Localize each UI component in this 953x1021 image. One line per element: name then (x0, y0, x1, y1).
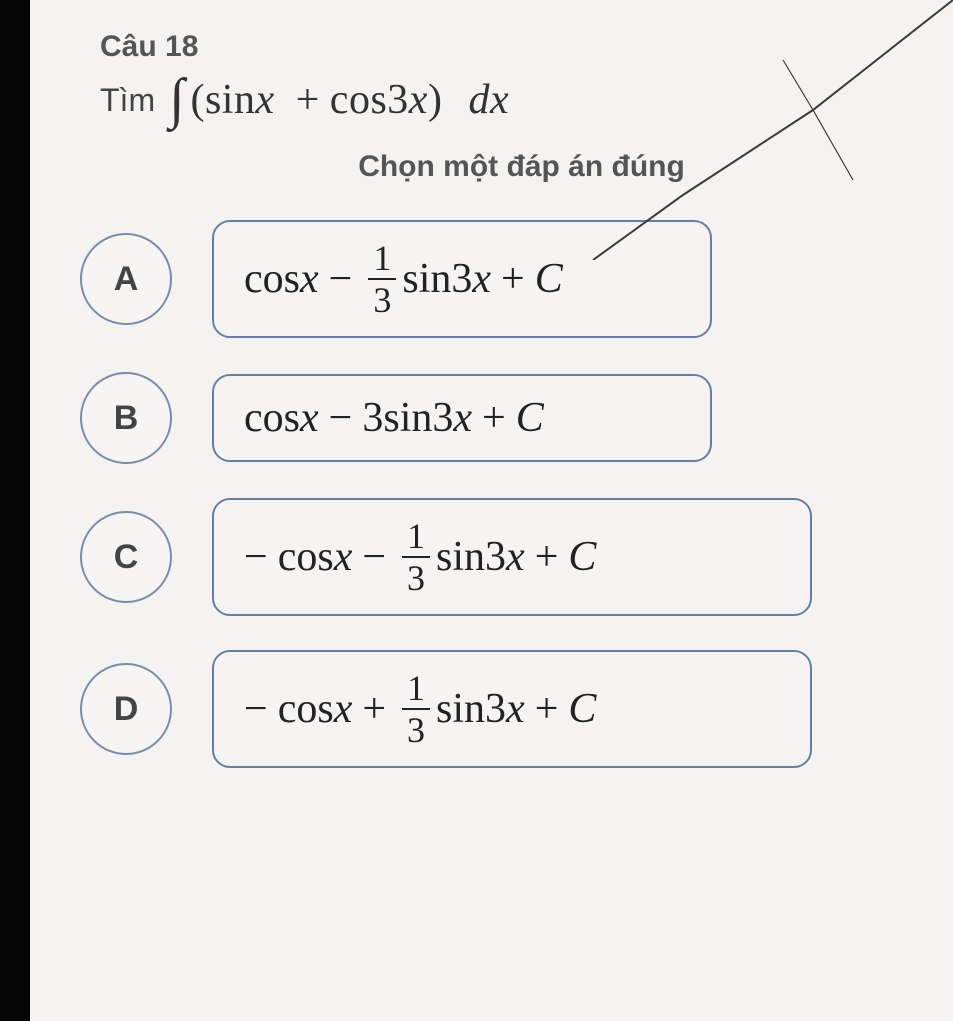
fraction-icon: 1 3 (402, 670, 430, 748)
option-box-c[interactable]: − cosx − 1 3 sin3x + C (212, 498, 812, 616)
options-group: A cosx − 1 3 sin3x + C B cosx − 3sin3 (80, 220, 913, 768)
option-b[interactable]: B cosx − 3sin3x + C (80, 372, 913, 464)
option-a-expression: cosx − 1 3 sin3x + C (244, 240, 563, 318)
option-box-d[interactable]: − cosx + 1 3 sin3x + C (212, 650, 812, 768)
option-box-a[interactable]: cosx − 1 3 sin3x + C (212, 220, 712, 338)
fraction-icon: 1 3 (368, 240, 396, 318)
fraction-icon: 1 3 (402, 518, 430, 596)
question-problem: Tìm ∫ (sinx +cos3x) dx (100, 76, 913, 124)
option-c-expression: − cosx − 1 3 sin3x + C (244, 518, 596, 596)
option-letter-b[interactable]: B (80, 372, 172, 464)
option-b-expression: cosx − 3sin3x + C (244, 394, 544, 442)
option-c[interactable]: C − cosx − 1 3 sin3x + C (80, 498, 913, 616)
dx: dx (468, 76, 509, 124)
question-number: Câu 18 (100, 30, 913, 64)
integrand: (sinx +cos3x) (190, 76, 442, 124)
device-edge (0, 0, 30, 1021)
option-box-b[interactable]: cosx − 3sin3x + C (212, 374, 712, 462)
prompt-prefix: Tìm (100, 82, 155, 119)
option-letter-a[interactable]: A (80, 233, 172, 325)
option-letter-d[interactable]: D (80, 663, 172, 755)
option-a[interactable]: A cosx − 1 3 sin3x + C (80, 220, 913, 338)
option-letter-c[interactable]: C (80, 511, 172, 603)
integral-symbol: ∫ (169, 83, 184, 117)
option-d-expression: − cosx + 1 3 sin3x + C (244, 670, 596, 748)
option-d[interactable]: D − cosx + 1 3 sin3x + C (80, 650, 913, 768)
instruction-text: Chọn một đáp án đúng (130, 150, 913, 184)
